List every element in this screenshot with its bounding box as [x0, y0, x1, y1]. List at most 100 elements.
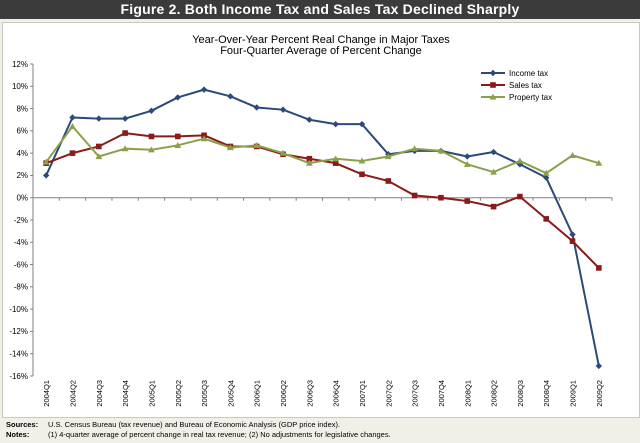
x-tick-label: 2008Q2	[490, 380, 499, 407]
data-point-income-tax	[279, 106, 287, 113]
data-point-property-tax	[490, 168, 497, 175]
x-tick-label: 2005Q3	[200, 380, 209, 407]
data-point-income-tax	[358, 120, 366, 128]
data-point-property-tax	[437, 147, 445, 154]
x-tick-label: 2007Q1	[358, 380, 367, 407]
data-point-property-tax	[569, 151, 576, 158]
notes-label: Notes:	[6, 430, 30, 439]
data-point-sales-tax	[517, 193, 523, 200]
data-point-property-tax	[305, 159, 313, 166]
data-point-property-tax	[384, 153, 392, 160]
data-point-income-tax	[148, 107, 155, 114]
legend-item-sales-tax: Sales tax	[481, 81, 542, 90]
data-point-income-tax	[332, 120, 339, 128]
y-tick-label: -16%	[9, 372, 28, 381]
data-point-sales-tax	[174, 133, 181, 140]
y-tick-label: -6%	[14, 260, 28, 269]
x-tick-label: 2006Q1	[253, 380, 262, 407]
x-tick-label: 2006Q4	[332, 380, 341, 407]
y-tick-label: 6%	[16, 127, 28, 136]
legend-marker	[489, 69, 497, 77]
data-point-income-tax	[490, 148, 497, 156]
y-tick-label: 4%	[16, 149, 28, 158]
data-point-property-tax	[279, 149, 287, 156]
sources-footnote: Sources: U.S. Census Bureau (tax revenue)…	[6, 420, 636, 429]
x-tick-label: 2006Q2	[279, 380, 288, 407]
x-tick-label: 2004Q2	[68, 380, 77, 407]
x-tick-label: 2004Q1	[42, 380, 51, 407]
x-tick-label: 2007Q2	[384, 380, 393, 407]
series-line-property-tax	[45, 125, 600, 175]
series-line-income-tax	[45, 88, 600, 367]
data-point-property-tax	[174, 141, 182, 148]
data-point-sales-tax	[148, 133, 155, 140]
data-point-sales-tax	[69, 150, 76, 156]
x-tick-label: 2004Q4	[121, 380, 130, 407]
data-point-income-tax	[569, 231, 576, 238]
x-tick-label: 2009Q2	[595, 380, 604, 407]
x-tick-label: 2006Q3	[305, 380, 314, 407]
data-point-property-tax	[463, 160, 471, 167]
data-point-property-tax	[95, 153, 103, 160]
data-point-income-tax	[306, 116, 313, 123]
data-point-income-tax	[595, 362, 603, 370]
chart-subtitle: Four-Quarter Average of Percent Change	[220, 45, 422, 57]
y-tick-label: 12%	[12, 60, 28, 69]
legend-label: Property tax	[509, 93, 552, 102]
x-tick-label: 2007Q4	[437, 380, 446, 407]
y-tick-label: 8%	[16, 104, 28, 113]
data-point-property-tax	[332, 155, 340, 162]
x-tick-label: 2008Q3	[516, 380, 525, 407]
legend-item-income-tax: Income tax	[481, 69, 548, 78]
series-income-tax	[42, 86, 603, 370]
data-point-property-tax	[121, 145, 129, 152]
x-tick-label: 2004Q3	[95, 380, 104, 407]
legend-item-property-tax: Property tax	[481, 93, 552, 102]
data-point-property-tax	[411, 145, 419, 152]
data-point-property-tax	[516, 157, 524, 164]
data-point-property-tax	[358, 157, 366, 164]
data-point-sales-tax	[490, 203, 497, 210]
data-point-income-tax	[95, 115, 102, 122]
data-point-income-tax	[121, 115, 129, 122]
x-tick-label: 2005Q1	[147, 380, 156, 407]
data-point-property-tax	[200, 135, 208, 142]
data-point-income-tax	[464, 153, 471, 160]
data-point-sales-tax	[438, 194, 444, 201]
y-tick-label: -8%	[14, 283, 28, 292]
data-point-property-tax	[595, 159, 603, 166]
data-point-income-tax	[227, 93, 234, 100]
data-point-sales-tax	[596, 265, 602, 271]
series-property-tax	[42, 123, 603, 176]
x-tick-label: 2007Q3	[411, 380, 420, 407]
y-tick-label: -4%	[14, 238, 28, 247]
y-tick-label: 10%	[12, 82, 28, 91]
data-point-sales-tax	[385, 178, 392, 184]
legend-label: Sales tax	[509, 81, 542, 90]
data-point-property-tax	[69, 123, 76, 129]
notes-text: (1) 4-quarter average of percent change …	[48, 430, 391, 439]
data-point-income-tax	[174, 94, 181, 101]
data-point-sales-tax	[122, 130, 128, 136]
data-point-sales-tax	[411, 192, 418, 199]
legend-label: Income tax	[509, 69, 548, 78]
x-tick-label: 2005Q4	[226, 380, 235, 407]
y-tick-label: -14%	[9, 350, 28, 359]
legend-marker	[490, 82, 496, 88]
data-point-sales-tax	[543, 216, 550, 222]
y-tick-label: -2%	[14, 216, 28, 225]
data-point-sales-tax	[464, 198, 471, 204]
x-tick-label: 2008Q4	[542, 380, 551, 407]
figure-banner-title: Figure 2. Both Income Tax and Sales Tax …	[0, 0, 640, 19]
data-point-sales-tax	[569, 238, 576, 244]
line-chart: Year-Over-Year Percent Real Change in Ma…	[9, 34, 613, 407]
data-point-sales-tax	[306, 155, 313, 162]
x-tick-label: 2008Q1	[463, 380, 472, 407]
y-tick-label: 2%	[16, 171, 28, 180]
data-point-income-tax	[200, 86, 208, 93]
data-point-income-tax	[543, 174, 550, 181]
data-point-property-tax	[542, 169, 550, 176]
sources-text: U.S. Census Bureau (tax revenue) and Bur…	[48, 420, 341, 429]
data-point-sales-tax	[332, 160, 339, 166]
data-point-income-tax	[42, 172, 50, 179]
